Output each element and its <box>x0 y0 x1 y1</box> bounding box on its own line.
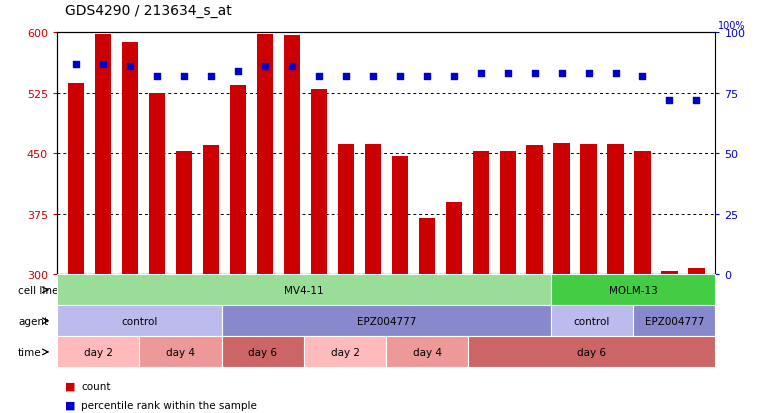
Text: EPZ004777: EPZ004777 <box>645 316 704 326</box>
Text: count: count <box>81 381 111 391</box>
Point <box>528 71 540 77</box>
Bar <box>139 337 221 368</box>
Bar <box>304 337 386 368</box>
Text: day 4: day 4 <box>166 347 195 357</box>
Text: ■: ■ <box>65 381 75 391</box>
Bar <box>256 35 273 275</box>
Bar <box>202 146 219 275</box>
Bar <box>473 152 489 275</box>
Point <box>232 69 244 75</box>
Bar <box>581 144 597 275</box>
Bar <box>57 337 139 368</box>
Text: MV4-11: MV4-11 <box>284 285 323 295</box>
Point <box>259 64 271 70</box>
Point <box>475 71 487 77</box>
Text: day 6: day 6 <box>578 347 607 357</box>
Point <box>70 61 82 68</box>
Point <box>447 73 460 80</box>
Bar <box>365 144 380 275</box>
Bar <box>221 306 551 337</box>
Bar <box>57 275 551 306</box>
Bar <box>607 144 623 275</box>
Bar <box>499 152 516 275</box>
Bar <box>689 268 705 275</box>
Bar <box>221 337 304 368</box>
Bar <box>392 157 408 275</box>
Point <box>367 73 379 80</box>
Point <box>178 73 190 80</box>
Text: ■: ■ <box>65 400 75 410</box>
Bar <box>633 306 715 337</box>
Text: MOLM-13: MOLM-13 <box>609 285 658 295</box>
Bar <box>661 271 677 275</box>
Point <box>501 71 514 77</box>
Bar <box>551 275 715 306</box>
Point <box>124 64 136 70</box>
Point <box>313 73 325 80</box>
Point <box>610 71 622 77</box>
Bar <box>176 152 192 275</box>
Bar <box>635 152 651 275</box>
Bar <box>230 85 246 275</box>
Point <box>151 73 163 80</box>
Bar <box>527 146 543 275</box>
Bar <box>338 144 354 275</box>
Text: control: control <box>574 316 610 326</box>
Text: percentile rank within the sample: percentile rank within the sample <box>81 400 257 410</box>
Bar <box>149 94 165 275</box>
Point <box>636 73 648 80</box>
Text: cell line: cell line <box>18 285 59 295</box>
Text: time: time <box>18 347 42 357</box>
Point <box>582 71 594 77</box>
Point <box>97 61 109 68</box>
Bar <box>419 218 435 275</box>
Bar <box>95 35 111 275</box>
Text: day 4: day 4 <box>413 347 442 357</box>
Text: 100%: 100% <box>718 21 745 31</box>
Bar <box>445 202 462 275</box>
Text: GDS4290 / 213634_s_at: GDS4290 / 213634_s_at <box>65 4 231 18</box>
Bar <box>122 43 138 275</box>
Point <box>339 73 352 80</box>
Bar <box>310 90 327 275</box>
Point <box>421 73 433 80</box>
Bar <box>553 143 570 275</box>
Point <box>205 73 217 80</box>
Point <box>690 97 702 104</box>
Bar <box>68 84 84 275</box>
Bar <box>469 337 715 368</box>
Point <box>556 71 568 77</box>
Text: day 6: day 6 <box>248 347 277 357</box>
Bar <box>551 306 633 337</box>
Text: agent: agent <box>18 316 48 326</box>
Bar <box>284 36 300 275</box>
Text: control: control <box>121 316 158 326</box>
Bar <box>57 306 221 337</box>
Bar <box>386 337 469 368</box>
Point <box>285 64 298 70</box>
Text: day 2: day 2 <box>330 347 359 357</box>
Text: day 2: day 2 <box>84 347 113 357</box>
Point <box>664 97 676 104</box>
Text: EPZ004777: EPZ004777 <box>356 316 416 326</box>
Point <box>393 73 406 80</box>
